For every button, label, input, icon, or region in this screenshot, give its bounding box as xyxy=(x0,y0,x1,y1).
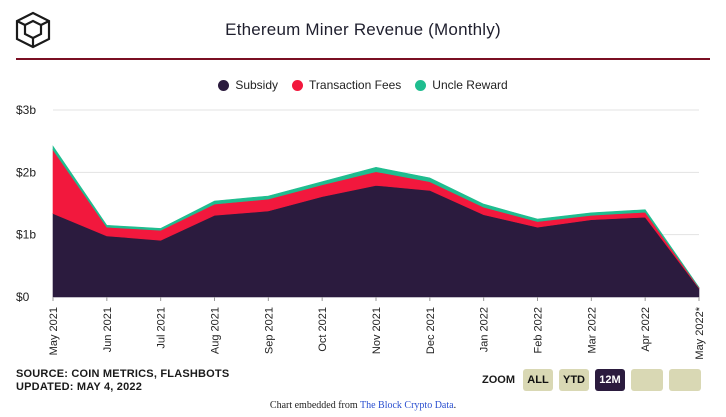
updated-text: UPDATED: MAY 4, 2022 xyxy=(16,381,143,393)
legend-swatch xyxy=(218,79,230,91)
embed-link[interactable]: The Block Crypto Data xyxy=(359,400,454,411)
embed-note: Chart embedded from The Block Crypto Dat… xyxy=(0,400,726,411)
zoom-ytd-button[interactable]: YTD xyxy=(559,369,589,391)
zoom-label: ZOOM xyxy=(482,374,515,386)
series-area xyxy=(52,145,700,289)
embed-suffix: . xyxy=(453,400,457,411)
x-tick-label: Oct 2021 xyxy=(317,307,329,352)
chart-legend: Subsidy Transaction Fees Uncle Reward xyxy=(0,78,726,92)
legend-label: Transaction Fees xyxy=(309,78,402,92)
source-text: SOURCE: COIN METRICS, FLASHBOTS xyxy=(16,368,230,380)
chart-title: Ethereum Miner Revenue (Monthly) xyxy=(225,20,501,39)
x-tick-label: Feb 2022 xyxy=(533,307,545,353)
y-tick-label: $0 xyxy=(16,290,30,304)
legend-item[interactable]: Uncle Reward xyxy=(415,78,508,92)
legend-label: Uncle Reward xyxy=(432,78,508,92)
the-block-logo-icon[interactable] xyxy=(14,11,52,49)
x-tick-label: Nov 2021 xyxy=(371,307,383,354)
zoom-12m-button[interactable]: 12M xyxy=(595,369,625,391)
x-tick-label: May 2021 xyxy=(48,307,60,355)
zoom-all-button[interactable]: ALL xyxy=(523,369,553,391)
zoom-blank-button[interactable] xyxy=(631,369,663,391)
zoom-controls: ZOOM ALL YTD 12M xyxy=(482,369,701,391)
x-tick-label: Aug 2021 xyxy=(210,307,222,354)
x-tick-label: Apr 2022 xyxy=(640,307,652,352)
chart-header: Ethereum Miner Revenue (Monthly) xyxy=(0,0,726,60)
legend-item[interactable]: Subsidy xyxy=(218,78,278,92)
x-tick-label: Dec 2021 xyxy=(425,307,437,354)
x-tick-label: Sep 2021 xyxy=(263,307,275,354)
legend-item[interactable]: Transaction Fees xyxy=(292,78,401,92)
legend-swatch xyxy=(415,79,427,91)
legend-label: Subsidy xyxy=(235,78,279,92)
embed-prefix: Chart embedded from xyxy=(269,400,360,411)
x-tick-label: May 2022* xyxy=(694,306,706,359)
x-tick-label: Jan 2022 xyxy=(479,307,491,352)
series-area xyxy=(52,185,700,298)
y-tick-label: $2b xyxy=(16,165,36,179)
x-tick-label: Jun 2021 xyxy=(102,307,114,352)
y-tick-label: $3b xyxy=(16,103,36,117)
source-note: SOURCE: COIN METRICS, FLASHBOTS UPDATED:… xyxy=(16,368,229,394)
x-tick-label: Mar 2022 xyxy=(586,307,598,353)
zoom-blank-button[interactable] xyxy=(669,369,701,391)
x-tick-label: Jul 2021 xyxy=(156,307,168,349)
y-tick-label: $1b xyxy=(16,228,36,242)
header-divider xyxy=(16,58,710,60)
legend-swatch xyxy=(292,79,304,91)
